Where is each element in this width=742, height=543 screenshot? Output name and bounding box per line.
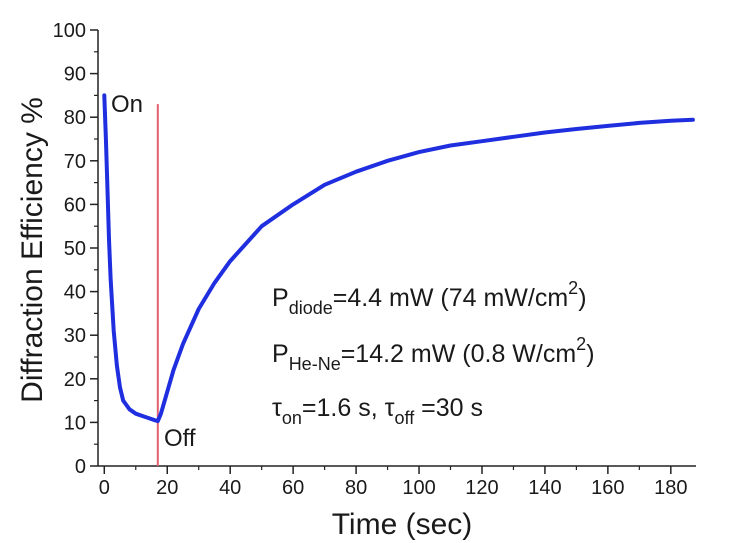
x-tick-label: 140 — [528, 477, 561, 499]
x-tick-label: 120 — [465, 477, 498, 499]
y-tick-label: 60 — [64, 194, 86, 216]
x-tick-label: 0 — [99, 477, 110, 499]
y-tick-label: 30 — [64, 325, 86, 347]
x-axis-title: Time (sec) — [332, 508, 473, 541]
time-constants-annotation: τon=1.6 s, τoff =30 s — [272, 394, 483, 428]
y-tick-label: 20 — [64, 369, 86, 391]
y-tick-label: 40 — [64, 282, 86, 304]
y-tick-label: 90 — [64, 64, 86, 86]
on-marker-label: On — [111, 91, 143, 118]
efficiency-curve — [102, 93, 695, 424]
x-tick-label: 40 — [219, 477, 241, 499]
x-tick-label: 20 — [156, 477, 178, 499]
y-tick-label: 0 — [75, 456, 86, 478]
axes: 0 10 20 30 40 50 60 70 80 90 100 0 20 40 60 80 100 120 140… — [53, 20, 696, 499]
y-tick-label: 10 — [64, 412, 86, 434]
y-tick-label: 50 — [64, 238, 86, 260]
y-axis-title: Diffraction Efficiency % — [16, 97, 49, 403]
y-tick-label: 70 — [64, 151, 86, 173]
x-tick-label: 60 — [282, 477, 304, 499]
series-layer — [102, 93, 695, 424]
y-tick-label: 100 — [53, 20, 86, 42]
off-marker-label: Off — [164, 425, 196, 452]
x-tick-label: 80 — [345, 477, 367, 499]
diode-power-annotation: Pdiode=4.4 mW (74 mW/cm2) — [272, 278, 587, 318]
x-tick-label: 160 — [591, 477, 624, 499]
hene-power-annotation: PHe-Ne=14.2 mW (0.8 W/cm2) — [272, 334, 595, 374]
y-tick-label: 80 — [64, 107, 86, 129]
x-tick-label: 100 — [402, 477, 435, 499]
x-tick-label: 180 — [654, 477, 687, 499]
